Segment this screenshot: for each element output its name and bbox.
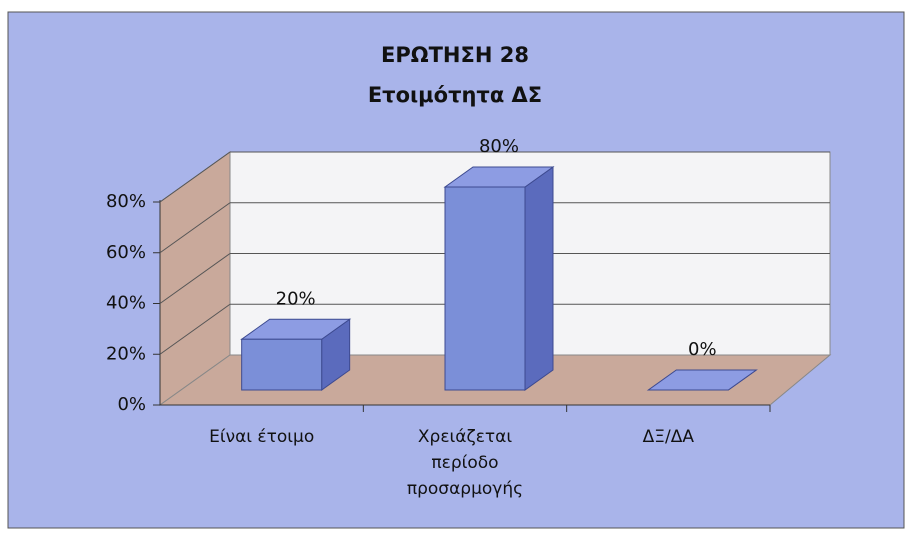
y-tick-label: 40% bbox=[106, 293, 146, 314]
x-tick-label: ΔΞ/ΔΑ bbox=[642, 427, 694, 447]
value-label: 20% bbox=[276, 288, 316, 309]
x-tick-label: Είναι έτοιμο bbox=[209, 427, 315, 447]
bar-side bbox=[524, 166, 554, 391]
grid-line bbox=[159, 303, 231, 355]
bar bbox=[241, 338, 323, 391]
y-tick-label: 20% bbox=[106, 343, 146, 364]
value-label: 0% bbox=[688, 339, 717, 360]
x-tick-label-box: ΔΞ/ΔΑ bbox=[642, 427, 694, 447]
value-label: 80% bbox=[479, 136, 519, 157]
grid-line bbox=[159, 151, 231, 203]
grid-line bbox=[159, 253, 231, 304]
chart-subtitle: Ετοιμότητα ΔΣ bbox=[368, 83, 542, 107]
grid-line bbox=[159, 202, 231, 254]
x-tick-label-box: Χρειάζεται περίοδο προσαρμογής bbox=[406, 427, 524, 499]
y-tick-label: 80% bbox=[106, 191, 146, 212]
y-tick-label: 60% bbox=[106, 242, 146, 263]
bar bbox=[444, 186, 526, 391]
bar-top bbox=[646, 369, 758, 391]
y-tick-label: 0% bbox=[117, 394, 146, 415]
x-tick-label-box: Είναι έτοιμο bbox=[209, 427, 315, 447]
x-tick-label: Χρειάζεται περίοδο προσαρμογής bbox=[406, 427, 524, 499]
chart-title: ΕΡΩΤΗΣΗ 28 bbox=[381, 43, 529, 67]
